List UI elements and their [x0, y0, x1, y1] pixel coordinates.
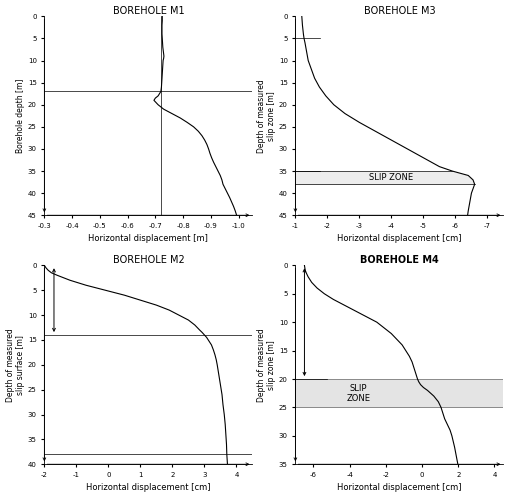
X-axis label: Horizontal displacement [cm]: Horizontal displacement [cm]: [337, 235, 462, 244]
Bar: [295, 379, 503, 407]
X-axis label: Horizontal displacement [m]: Horizontal displacement [m]: [89, 235, 208, 244]
Y-axis label: Borehole depth [m]: Borehole depth [m]: [16, 79, 25, 153]
X-axis label: Horizontal displacement [cm]: Horizontal displacement [cm]: [86, 484, 211, 493]
Title: BOREHOLE M3: BOREHOLE M3: [363, 5, 435, 15]
Y-axis label: Depth of measured
slip surface [m]: Depth of measured slip surface [m]: [6, 328, 25, 402]
Title: BOREHOLE M4: BOREHOLE M4: [360, 254, 439, 264]
Y-axis label: Depth of measured
slip zone [m]: Depth of measured slip zone [m]: [257, 328, 276, 402]
Title: BOREHOLE M2: BOREHOLE M2: [112, 254, 184, 264]
Y-axis label: Depth of measured
slip zone [m]: Depth of measured slip zone [m]: [257, 79, 276, 153]
Title: BOREHOLE M1: BOREHOLE M1: [112, 5, 184, 15]
Text: SLIP ZONE: SLIP ZONE: [370, 173, 413, 182]
Text: SLIP
ZONE: SLIP ZONE: [347, 383, 371, 403]
X-axis label: Horizontal displacement [cm]: Horizontal displacement [cm]: [337, 484, 462, 493]
